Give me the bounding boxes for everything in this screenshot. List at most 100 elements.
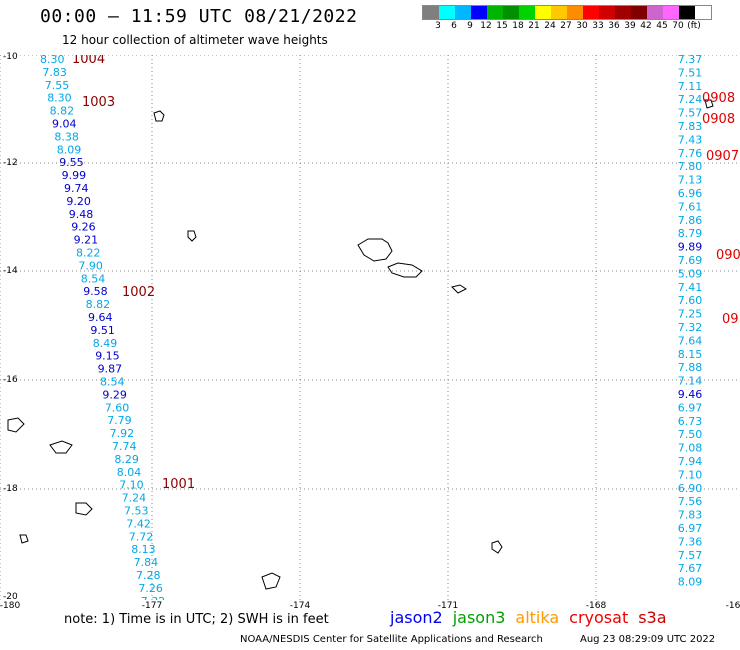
time-label: 0908	[702, 91, 735, 106]
island-small-2	[187, 230, 197, 242]
wave-height-label: 7.92	[110, 427, 135, 440]
legend-swatch	[615, 6, 631, 19]
altimeter-map: 8.307.837.558.308.829.048.388.099.559.99…	[0, 55, 740, 600]
wave-height-label: 9.74	[64, 182, 89, 195]
legend-swatch	[679, 6, 695, 19]
wave-height-label: 9.48	[69, 208, 94, 221]
wave-height-label: 8.09	[678, 576, 703, 589]
wave-height-label: 7.67	[678, 562, 703, 575]
legend-swatch	[439, 6, 455, 19]
wave-height-label: 9.26	[71, 221, 96, 234]
samoa-savaii-island	[357, 238, 393, 262]
wave-height-label: 7.10	[119, 479, 144, 492]
wave-height-label: 7.28	[136, 569, 161, 582]
wave-height-label: 7.60	[678, 294, 703, 307]
legend-label: 3	[435, 21, 441, 31]
legend-swatch	[503, 6, 519, 19]
satellite-legend-item: s3a	[638, 608, 667, 627]
time-label: 0908	[702, 112, 735, 127]
wave-height-label: 9.46	[678, 388, 703, 401]
wave-height-label: 8.30	[47, 92, 71, 105]
legend-label: 18	[512, 21, 524, 31]
island-small-1	[153, 110, 165, 122]
wave-height-label: 7.37	[678, 55, 703, 66]
fiji-islands-1	[49, 440, 73, 454]
wave-height-label: 7.64	[678, 334, 703, 347]
legend-label: 36	[608, 21, 620, 31]
wave-height-label: 8.49	[93, 337, 118, 350]
legend-swatch	[567, 6, 583, 19]
legend-label: 39	[624, 21, 636, 31]
wave-height-label: 7.10	[678, 468, 703, 481]
latitude-label: -14	[3, 266, 18, 276]
wave-height-label: 8.54	[81, 272, 106, 285]
wave-height-label: 6.96	[678, 187, 703, 200]
wave-height-label: 7.72	[129, 530, 154, 543]
wave-height-label: 7.83	[678, 509, 703, 522]
color-legend: 3 6 9 12 15 18 21 24 27 30 33 36 39 42 45 70 (ft)	[422, 5, 712, 32]
map-subtitle: 12 hour collection of altimeter wave hei…	[62, 33, 328, 47]
wave-height-label: 9.15	[95, 350, 120, 363]
wave-height-label: 9.99	[62, 169, 87, 182]
wave-height-label: 9.55	[59, 156, 83, 169]
wave-height-label: 7.32	[678, 321, 703, 334]
track-left-labels: 8.307.837.558.308.829.048.388.099.559.99…	[40, 55, 165, 600]
satellite-legend-item: jason3	[452, 608, 506, 627]
latitude-label: -16	[3, 375, 18, 385]
wave-height-label: 7.76	[678, 147, 703, 160]
wave-height-label: 7.43	[678, 133, 703, 146]
time-label: 0907	[706, 149, 739, 164]
legend-labels: 3 6 9 12 15 18 21 24 27 30 33 36 39 42 45 70 (ft)	[422, 20, 712, 32]
legend-label: 33	[592, 21, 604, 31]
legend-label: 42	[640, 21, 652, 31]
map-title: 00:00 – 11:59 UTC 08/21/2022	[40, 6, 358, 27]
legend-swatch	[551, 6, 567, 19]
longitude-label: -180	[0, 601, 21, 611]
wave-height-label: 7.24	[122, 492, 147, 505]
wave-height-label: 7.61	[678, 200, 703, 213]
wave-height-label: 7.57	[678, 549, 703, 562]
wave-height-label: 8.29	[114, 453, 138, 466]
wave-height-label: 8.22	[76, 247, 101, 260]
wave-height-label: 7.26	[138, 582, 163, 595]
legend-swatch	[519, 6, 535, 19]
longitude-label: -177	[141, 601, 163, 611]
wave-height-label: 7.41	[678, 281, 703, 294]
credit-text: NOAA/NESDIS Center for Satellite Applica…	[240, 634, 543, 645]
samoa-upolu-island	[387, 262, 423, 278]
wave-height-label: 7.79	[107, 414, 132, 427]
coastlines	[7, 99, 714, 590]
wave-height-label: 7.74	[112, 440, 137, 453]
wave-height-label: 7.36	[678, 535, 703, 548]
wave-height-label: 8.82	[50, 105, 75, 118]
longitude-label: -171	[437, 601, 459, 611]
fiji-islands-3	[75, 502, 93, 516]
legend-label: 21	[528, 21, 540, 31]
wave-height-label: 7.42	[126, 517, 150, 530]
time-label: 1004	[72, 55, 105, 67]
time-labels: 1004 1003 1002 1001 0908 0908 0907 090 09	[72, 55, 740, 492]
legend-label: 30	[576, 21, 588, 31]
legend-swatch	[423, 6, 439, 19]
wave-height-label: 8.30	[40, 55, 65, 66]
island-small-3	[451, 284, 467, 294]
fiji-islands-2	[7, 417, 25, 433]
wave-height-label: 6.73	[678, 415, 703, 428]
wave-height-label: 8.82	[86, 298, 111, 311]
latitude-label: -20	[3, 592, 18, 602]
legend-label: 12	[480, 21, 492, 31]
wave-height-label: 7.57	[678, 107, 703, 120]
latitude-label: -18	[3, 484, 18, 494]
footer-note: note: 1) Time is in UTC; 2) SWH is in fe…	[64, 612, 329, 627]
wave-height-label: 7.32	[141, 595, 166, 600]
tonga-islands	[261, 572, 281, 590]
wave-height-label: 9.21	[74, 234, 99, 247]
wave-height-label: 8.13	[131, 543, 156, 556]
satellite-legend-item: jason2	[390, 608, 443, 627]
map-gridlines	[0, 55, 740, 600]
wave-height-label: 6.97	[678, 522, 703, 535]
satellite-legend-item: altika	[515, 608, 560, 627]
wave-height-label: 7.90	[78, 259, 103, 272]
legend-label: 6	[451, 21, 457, 31]
legend-swatch	[487, 6, 503, 19]
